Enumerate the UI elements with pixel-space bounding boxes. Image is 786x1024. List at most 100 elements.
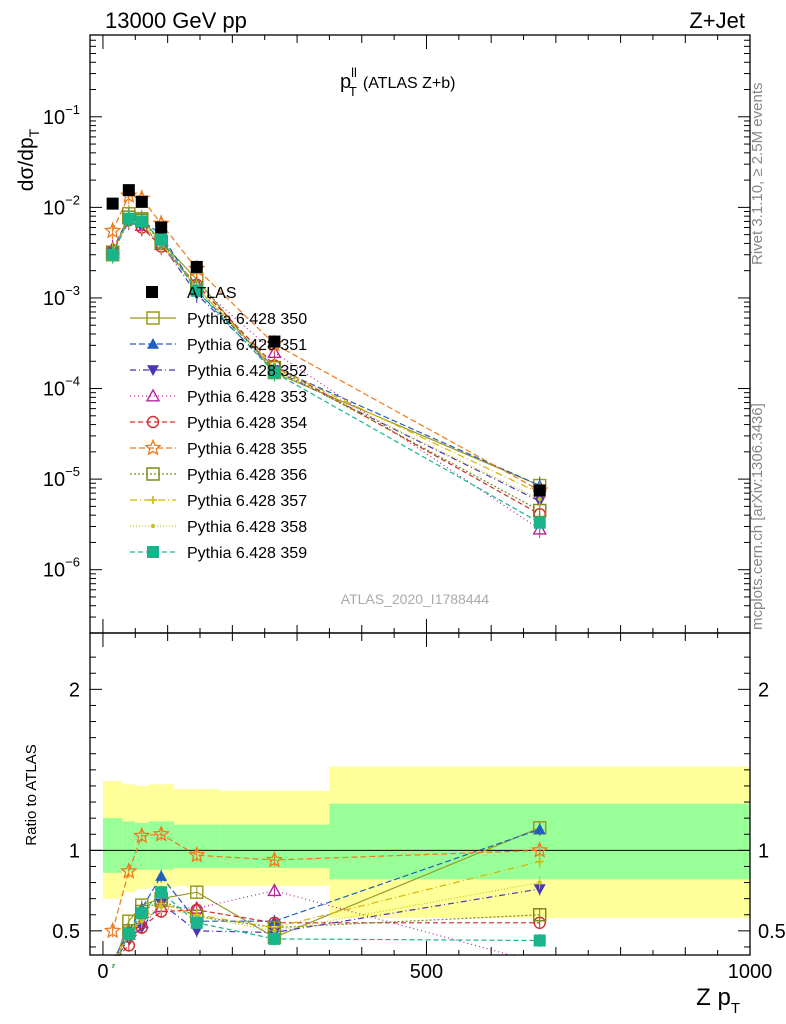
main-ytick-label-4: 10−5 [43, 464, 80, 491]
legend-marker-5 [144, 438, 162, 456]
legend-label-0: Pythia 6.428 350 [187, 311, 307, 328]
legend-label-2: Pythia 6.428 352 [187, 363, 307, 380]
main-series-line-3 [112, 217, 541, 530]
ratio-point-8-2 [139, 918, 144, 924]
legend-label-8: Pythia 6.428 358 [187, 519, 307, 536]
legend-marker-0 [146, 311, 160, 325]
legend-label-4: Pythia 6.428 354 [187, 415, 307, 432]
main-ytick-label-base: 10 [43, 469, 65, 491]
ratio-ytick-label-0: 0.5 [52, 921, 80, 943]
data-point-4 [190, 260, 203, 273]
ratio-xtick-label-1: 500 [410, 961, 443, 983]
main-title-sup: ll [351, 65, 357, 80]
main-ylabel-sub: T [26, 128, 42, 137]
ratio-point-6-6 [532, 908, 547, 922]
main-ytick-label-3: 10−4 [43, 374, 80, 401]
main-point-5-0 [103, 221, 122, 239]
legend-marker-6 [146, 467, 160, 481]
main-point-9-3 [155, 233, 168, 246]
main-ytick-label-exp: −6 [65, 555, 80, 570]
data-point-1 [122, 184, 135, 197]
ratio-ytick-label-right-2: 2 [758, 679, 769, 701]
main-point-9-1 [122, 212, 135, 225]
ratio-xtick-label-2: 1000 [728, 961, 773, 983]
main-ytick-label-1: 10−2 [43, 192, 80, 219]
main-ytick-label-exp: −4 [65, 374, 80, 389]
ratio-point-5-3 [152, 825, 170, 842]
header-right: Z+Jet [689, 8, 745, 33]
ratio-xtick-label-0: 0 [97, 961, 108, 983]
ratio-point-8-5 [272, 928, 277, 934]
main-ytick-label-base: 10 [43, 197, 65, 219]
ratio-point-5-0 [103, 921, 122, 939]
legend-marker-2 [147, 365, 159, 376]
main-ytick-label-exp: −2 [65, 192, 80, 207]
legend-marker-4 [146, 415, 160, 429]
ratio-point-0-4 [190, 885, 204, 899]
main-series-line-5 [112, 194, 540, 491]
legend-label-3: Pythia 6.428 353 [187, 389, 307, 406]
ratio-ytick-label-2: 2 [69, 679, 80, 701]
main-point-9-2 [135, 215, 148, 228]
ratio-point-1-3 [155, 870, 168, 881]
ratio-point-1-6 [533, 823, 546, 835]
main-ytick-label-0: 10−1 [43, 102, 80, 129]
data-point-3 [155, 221, 168, 234]
main-ytick-label-base: 10 [43, 288, 65, 310]
ratio-band-inner-0 [102, 818, 123, 873]
ratio-point-3-5 [267, 883, 282, 897]
legend: ATLAS Pythia 6.428 350 Pythia 6.428 351 Pyt… [130, 285, 307, 562]
main-frame [89, 34, 751, 634]
ratio-point-8-6 [537, 880, 542, 885]
legend-label-6: Pythia 6.428 356 [187, 467, 307, 484]
header-left: 13000 GeV pp [105, 8, 247, 33]
ratio-ytick-label-1: 1 [69, 840, 80, 862]
ratio-point-9-1 [122, 928, 135, 941]
ratio-band-inner-1 [122, 821, 136, 872]
data-point-2 [135, 195, 148, 208]
main-ytick-label-exp: −1 [65, 102, 80, 117]
main-title-rest: (ATLAS Z+b) [363, 75, 456, 92]
main-point-9-6 [533, 516, 546, 529]
legend-label-1: Pythia 6.428 351 [187, 337, 307, 354]
legend-marker-1 [147, 338, 159, 349]
ratio-point-5-4 [187, 846, 206, 863]
legend-marker-9 [147, 546, 159, 558]
legend-marker-3 [145, 388, 161, 402]
side-label-bottom: mcplots.cern.ch [arXiv:1306.3436] [749, 403, 766, 630]
main-point-9-4 [190, 284, 203, 297]
watermark: ATLAS_2020_I1788444 [341, 591, 490, 607]
main-series-line-7 [112, 218, 540, 494]
data-point-6 [533, 484, 546, 497]
main-title-sub: T [349, 84, 357, 99]
ratio-point-9-2 [135, 907, 148, 920]
legend-marker-7 [149, 496, 157, 504]
ratio-point-5-5 [265, 850, 284, 868]
main-ytick-label-base: 10 [43, 379, 65, 401]
ratio-frame [89, 632, 751, 956]
main-title: pll T (ATLAS Z+b) [340, 65, 455, 99]
ratio-point-9-6 [533, 934, 546, 947]
legend-label-data: ATLAS [187, 285, 237, 302]
main-title-p: p [340, 71, 351, 93]
ratio-point-5-6 [531, 841, 549, 858]
main-point-9-5 [268, 366, 281, 379]
ratio-ytick-label-right-0: 0.5 [758, 921, 786, 943]
ratio-point-2-6 [533, 884, 546, 895]
ratio-point-5-2 [132, 826, 151, 844]
ratio-band-inner-2 [135, 822, 149, 870]
main-point-8-6 [537, 497, 542, 502]
legend-label-7: Pythia 6.428 357 [187, 493, 307, 510]
ratio-ytick-label-right-1: 1 [758, 840, 769, 862]
legend-marker-data [146, 286, 158, 298]
ratio-point-9-5 [268, 932, 281, 945]
main-ytick-label-base: 10 [43, 107, 65, 129]
ratio-point-9-3 [155, 886, 168, 899]
legend-label-5: Pythia 6.428 355 [187, 441, 307, 458]
ratio-point-7-6 [535, 857, 544, 866]
legend-marker-8 [150, 523, 156, 529]
ratio-point-8-3 [158, 904, 164, 909]
ratio-xlabel: Z pT [696, 984, 740, 1017]
